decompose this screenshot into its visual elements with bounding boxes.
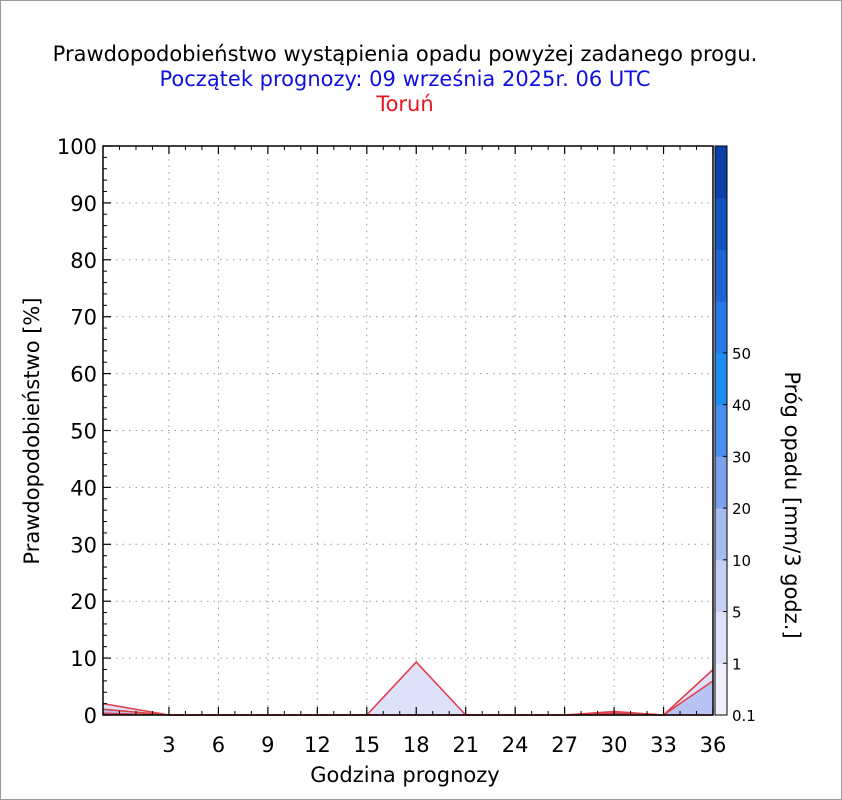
y-tick-label: 60 — [70, 363, 97, 387]
colorbar-tick-label: 30 — [732, 448, 751, 466]
x-tick-label: 33 — [650, 733, 677, 757]
x-tick-label: 18 — [403, 733, 430, 757]
colorbar-tick-label: 20 — [732, 500, 751, 518]
colorbar-tick-label: 10 — [732, 552, 751, 570]
y-tick-label: 30 — [70, 533, 97, 557]
y-axis-ticks: 0 10 20 30 40 50 60 70 80 90 100 — [57, 135, 111, 728]
y-tick-label: 10 — [70, 647, 97, 671]
colorbar-segment — [715, 146, 727, 199]
y-tick-label: 50 — [70, 420, 97, 444]
colorbar-segment — [715, 508, 727, 561]
colorbar-tick-label: 1 — [732, 655, 742, 673]
colorbar-tick-label: 5 — [732, 604, 742, 622]
colorbar-segment — [715, 559, 727, 613]
y-tick-label: 20 — [70, 590, 97, 614]
y-tick-label: 90 — [70, 192, 97, 216]
colorbar-segment — [715, 663, 727, 716]
y-tick-label: 80 — [70, 249, 97, 273]
x-tick-label: 3 — [162, 733, 175, 757]
colorbar-tick-label: 50 — [732, 345, 751, 363]
x-tick-label: 36 — [700, 733, 727, 757]
colorbar-segment — [715, 611, 727, 664]
x-tick-label: 9 — [261, 733, 274, 757]
forecast-start-subtitle: Początek prognozy: 09 września 2025r. 06… — [159, 67, 651, 91]
colorbar-label: Próg opadu [mm/3 godz.] — [780, 371, 804, 638]
x-tick-label: 21 — [452, 733, 479, 757]
colorbar-segment — [715, 404, 727, 457]
x-axis-label: Godzina prognozy — [310, 763, 499, 787]
y-tick-label: 40 — [70, 476, 97, 500]
colorbar-segment — [715, 352, 727, 406]
x-tick-label: 6 — [212, 733, 225, 757]
y-tick-label: 0 — [84, 704, 97, 728]
x-tick-label: 30 — [601, 733, 628, 757]
x-tick-label: 27 — [551, 733, 578, 757]
threshold-colorbar: 0.1 1 5 10 20 30 40 50 — [714, 145, 756, 725]
colorbar-segment — [715, 301, 727, 354]
y-tick-label: 100 — [57, 135, 97, 159]
grid — [103, 146, 713, 715]
chart-title: Prawdopodobieństwo wystąpienia opadu pow… — [52, 42, 758, 66]
y-tick-label: 70 — [70, 306, 97, 330]
series-area — [103, 662, 713, 715]
x-axis-ticks: 3 6 9 12 15 18 21 24 27 30 33 36 — [118, 146, 727, 757]
x-tick-label: 24 — [502, 733, 529, 757]
x-tick-label: 15 — [353, 733, 380, 757]
colorbar-segment — [715, 456, 727, 509]
location-label: Toruń — [376, 92, 434, 116]
y-axis-label: Prawdopodobieństwo [%] — [20, 297, 44, 564]
colorbar-frame — [714, 145, 728, 716]
series-areas — [102, 660, 714, 716]
colorbar-tick-label: 40 — [732, 397, 751, 415]
colorbar-segment — [715, 249, 727, 302]
colorbar-tick-label: 0.1 — [732, 707, 756, 725]
x-tick-label: 12 — [304, 733, 331, 757]
colorbar-segment — [715, 197, 727, 250]
